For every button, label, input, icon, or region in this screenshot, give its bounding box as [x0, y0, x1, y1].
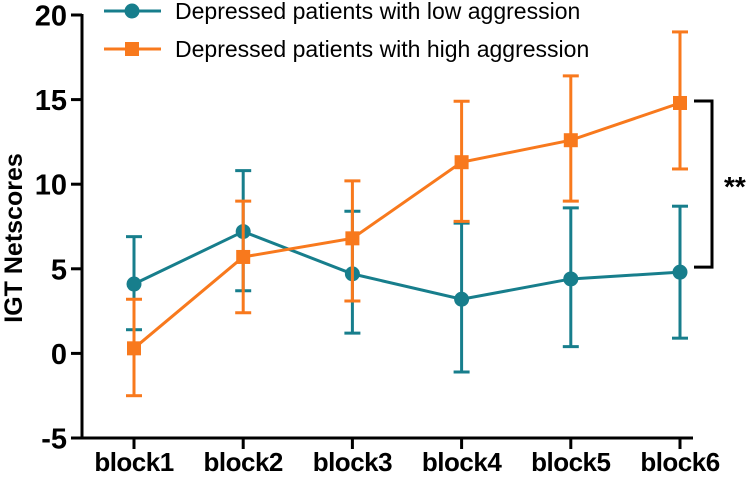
- y-axis-title: IGT Netscores: [0, 153, 28, 323]
- legend-marker-circle: [124, 3, 140, 19]
- plot-area: 20 15 10 5 0 -5 block1 block2 block3 block4 block5…: [35, 1, 720, 478]
- x-axis-label: block4: [422, 447, 502, 476]
- series-line-high: [133, 101, 681, 350]
- data-point-square: [673, 95, 687, 110]
- y-tick-label: 0: [51, 339, 67, 371]
- y-tick-label: 15: [35, 85, 67, 117]
- series-line-low: [133, 229, 681, 301]
- x-axis-label: block1: [94, 447, 173, 476]
- data-point-square: [236, 249, 251, 264]
- data-point-square: [127, 341, 141, 356]
- y-tick-label: 20: [35, 1, 67, 33]
- legend-marker-square: [125, 42, 139, 56]
- data-point-circle: [126, 276, 142, 292]
- x-axis-label: block6: [640, 447, 719, 476]
- data-point-square: [454, 155, 469, 170]
- y-tick-label: 10: [35, 170, 67, 202]
- legend-label-high-aggression: Depressed patients with high aggression: [175, 36, 589, 62]
- x-axis-label: block5: [531, 447, 610, 476]
- legend: Depressed patients with low aggression D…: [175, 0, 589, 62]
- data-point-square: [345, 231, 360, 246]
- data-point-circle: [563, 271, 579, 287]
- data-point-circle: [672, 264, 688, 280]
- y-tick-label: 5: [51, 254, 67, 286]
- significance-label: **: [724, 171, 746, 202]
- x-axis-label: block2: [204, 447, 283, 476]
- y-tick-label: -5: [41, 424, 67, 456]
- data-point-square: [563, 133, 578, 148]
- x-axis-label: block3: [313, 447, 392, 476]
- data-point-circle: [454, 291, 470, 307]
- significance-bracket: [694, 99, 714, 269]
- legend-label-low-aggression: Depressed patients with low aggression: [175, 0, 580, 24]
